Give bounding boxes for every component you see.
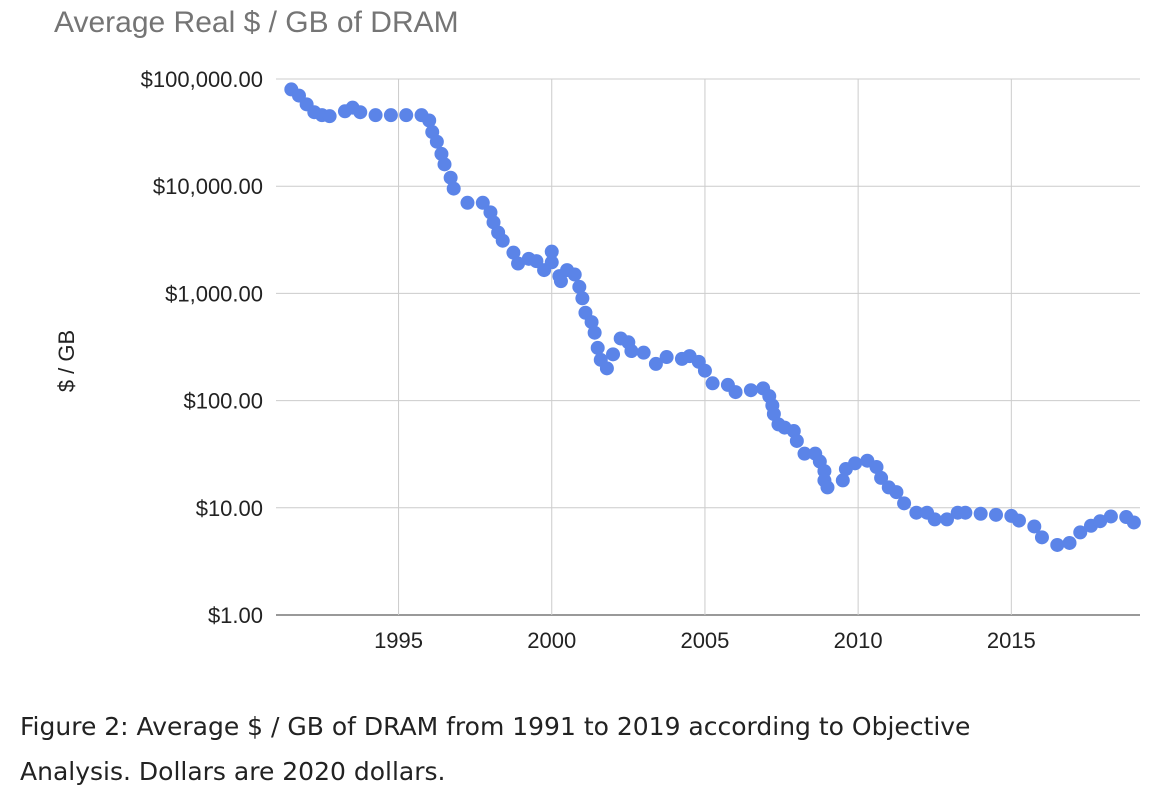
dram-price-chart: $1.00 $10.00 $100.00 $1,000.00 $10,000.00 $10… [54,67,1141,653]
data-point [446,181,461,196]
y-axis-tick-labels: $1.00 $10.00 $100.00 $1,000.00 $10,000.00 $10… [141,67,263,628]
data-point [659,350,674,365]
x-tick-label: 1995 [374,628,423,653]
data-point [958,505,973,520]
grid-lines [276,78,1140,616]
data-point [728,385,743,400]
x-axis-tick-labels: 1995 2000 2005 2010 2015 [374,628,1036,653]
data-point [889,485,904,500]
x-tick-label: 2005 [680,628,729,653]
data-point [584,315,599,330]
data-point [322,109,337,124]
figure-caption: Figure 2: Average $ / GB of DRAM from 19… [20,712,971,786]
data-point [973,506,988,521]
y-tick-label: $100,000.00 [141,67,263,92]
chart-title: Average Real $ / GB of DRAM [54,6,459,39]
data-point [422,113,437,128]
data-point [697,363,712,378]
data-point [1034,530,1049,545]
data-point [460,195,475,210]
data-point [789,433,804,448]
y-tick-label: $1,000.00 [165,281,263,306]
data-point [506,245,521,260]
y-tick-label: $100.00 [183,389,263,414]
data-point [606,347,621,362]
data-point [575,291,590,306]
data-point [1050,537,1065,552]
data-point [495,233,510,248]
data-point [939,512,954,527]
y-tick-label: $10.00 [196,496,263,521]
data-point [1126,515,1141,530]
data-point [587,325,602,340]
x-tick-label: 2015 [987,628,1036,653]
data-point [989,507,1003,522]
data-point [553,274,568,289]
data-point [353,105,368,120]
y-tick-label: $1.00 [208,603,263,628]
data-point [443,170,458,185]
data-point [743,383,758,398]
data-point [897,496,912,511]
data-point [624,344,639,359]
data-point [544,255,559,270]
data-point [636,345,651,360]
data-point [874,470,889,485]
data-point [1093,514,1108,529]
data-point [383,108,398,123]
data-point [1073,525,1088,540]
data-point [475,195,490,210]
data-point [648,356,663,371]
data-point [820,480,835,495]
y-axis-label: $ / GB [54,330,79,392]
data-point [1103,509,1118,524]
data-point [399,108,414,123]
data-point [927,512,942,527]
x-tick-label: 2010 [834,628,883,653]
data-point [437,157,452,172]
y-tick-label: $10,000.00 [153,174,263,199]
data-point [835,473,850,488]
data-point [567,267,582,282]
data-point [599,361,614,376]
data-point [429,134,444,149]
data-point [590,340,605,355]
data-point [368,108,383,123]
data-point [797,446,812,461]
data-point [511,256,526,271]
data-point [705,376,720,391]
data-point [909,505,924,520]
data-point [1062,535,1077,550]
data-points [284,82,1141,552]
data-point [848,456,863,471]
data-point [1011,513,1026,528]
data-point [544,244,559,259]
data-point [869,460,884,475]
x-tick-label: 2000 [527,628,576,653]
data-point [1027,519,1042,534]
data-point [572,279,587,294]
